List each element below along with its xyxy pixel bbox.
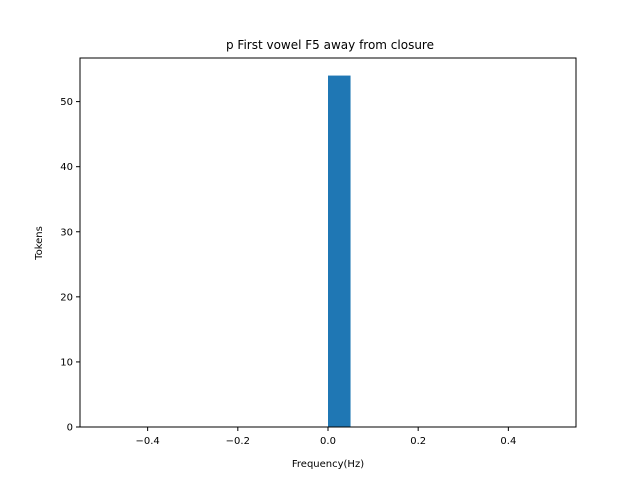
x-tick-label: −0.4	[135, 436, 159, 447]
x-tick-label: 0.4	[500, 436, 516, 447]
x-tick-label: −0.2	[226, 436, 250, 447]
x-tick-label: 0.0	[320, 436, 336, 447]
chart-title: p First vowel F5 away from closure	[226, 38, 434, 52]
y-ticks-layer: 0 10 20 30 40 50	[60, 97, 80, 434]
x-ticks-layer: −0.4 −0.2 0.0 0.2 0.4	[135, 427, 516, 447]
bars-layer	[328, 75, 351, 428]
y-tick-label: 40	[60, 162, 73, 173]
y-tick-label: 20	[60, 292, 73, 303]
x-tick-label: 0.2	[410, 436, 426, 447]
y-axis-label: Tokens	[34, 226, 45, 261]
y-tick-label: 10	[60, 357, 73, 368]
y-tick-label: 30	[60, 227, 73, 238]
plot-frame	[79, 57, 577, 428]
x-axis-label: Frequency(Hz)	[292, 459, 364, 470]
y-tick-label: 0	[67, 423, 73, 434]
histogram-bar-0	[328, 75, 351, 428]
y-tick-label: 50	[60, 97, 73, 108]
